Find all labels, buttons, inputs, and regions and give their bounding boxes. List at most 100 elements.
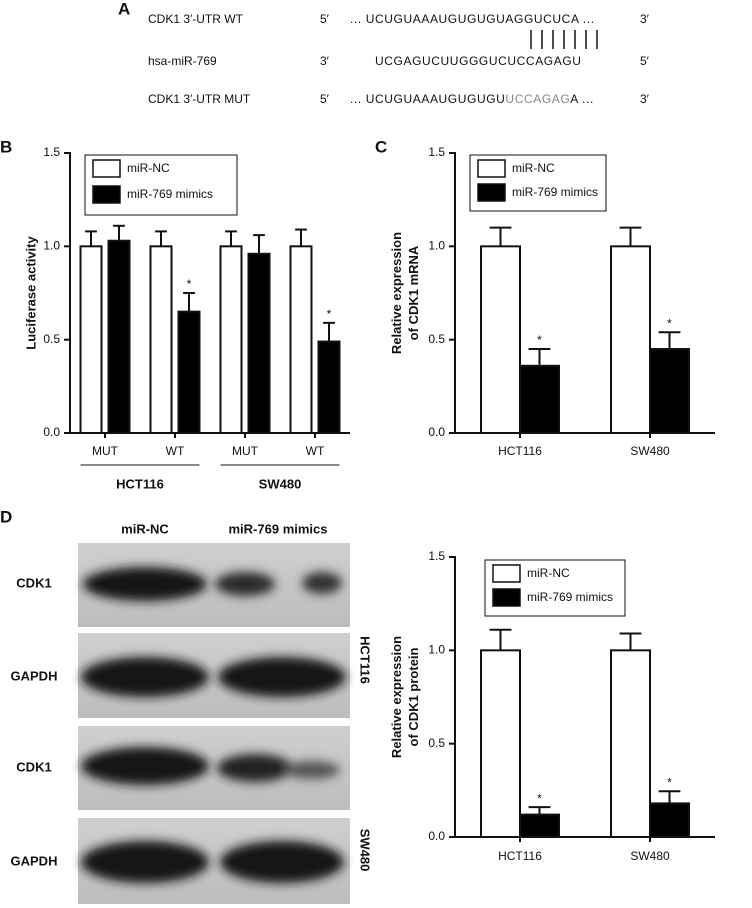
x-tick-label: SW480 <box>630 849 670 863</box>
bar <box>219 245 243 434</box>
bar <box>317 340 341 434</box>
sequence-end: 5′ <box>320 92 330 106</box>
sequence-end: 3′ <box>320 54 330 68</box>
group-label: HCT116 <box>116 476 164 491</box>
column-label: miR-769 mimics <box>229 521 328 536</box>
sequence: ... UCUGUAAAUGUGUGUAGGUCUCA ... <box>350 12 595 26</box>
row-label: GAPDH <box>11 668 58 683</box>
legend-label: miR-769 mimics <box>512 185 598 199</box>
bar <box>79 245 103 434</box>
x-tick-label: MUT <box>92 444 119 458</box>
bar <box>649 348 690 434</box>
cell-line-label: HCT116 <box>358 636 373 684</box>
bar <box>610 245 651 434</box>
significance: * <box>537 791 542 805</box>
legend-swatch <box>477 159 506 178</box>
y-tick-label: 0.5 <box>428 332 445 346</box>
bar <box>149 245 173 434</box>
x-tick-label: MUT <box>232 444 259 458</box>
y-axis-label: Relative expression <box>389 636 404 758</box>
y-tick-label: 1.5 <box>43 145 60 159</box>
significance: * <box>667 316 672 330</box>
legend-swatch <box>492 564 521 583</box>
error-bar <box>155 230 167 247</box>
y-tick-label: 0.0 <box>43 425 60 439</box>
error-bar <box>528 806 551 815</box>
error-bar <box>323 321 335 342</box>
y-axis-label: Relative expression <box>389 232 404 354</box>
significance: * <box>667 775 672 789</box>
y-tick-label: 1.0 <box>428 643 445 657</box>
sequence-name: hsa-miR-769 <box>148 54 217 68</box>
y-tick-label: 1.5 <box>428 549 445 563</box>
error-bar <box>85 230 97 247</box>
sequence-part: UCCAGAG <box>505 92 570 106</box>
x-tick-label: WT <box>166 444 185 458</box>
panel-label: D <box>0 507 12 526</box>
legend-label: miR-NC <box>127 161 170 175</box>
legend-swatch <box>92 185 121 204</box>
legend-swatch <box>477 183 506 202</box>
sequence: UCGAGUCUUGGGUCUCCAGAGU <box>375 54 582 68</box>
cell-line-label: SW480 <box>358 829 373 872</box>
bar <box>610 649 651 838</box>
sequence-part: A ... <box>570 92 594 106</box>
bar <box>519 364 560 434</box>
y-tick-label: 1.0 <box>428 239 445 253</box>
significance: * <box>327 307 332 321</box>
y-tick-label: 0.0 <box>428 425 445 439</box>
significance: * <box>187 277 192 291</box>
sequence: ... UCUGUAAAUGUGUGUUCCAGAGA ... <box>350 92 594 106</box>
y-axis-label: Luciferase activity <box>23 236 38 350</box>
bar <box>649 802 690 839</box>
panel-label: C <box>375 137 387 156</box>
error-bar <box>295 228 307 247</box>
error-bar <box>489 226 512 247</box>
panel-label: A <box>118 0 130 18</box>
error-bar <box>658 331 681 349</box>
y-tick-label: 1.5 <box>428 145 445 159</box>
legend-label: miR-NC <box>512 161 555 175</box>
y-tick-label: 1.0 <box>43 239 60 253</box>
error-bar <box>528 348 551 366</box>
group-label: SW480 <box>259 476 302 491</box>
error-bar <box>619 632 642 651</box>
x-tick-label: HCT116 <box>498 444 542 458</box>
x-tick-label: SW480 <box>630 444 670 458</box>
legend-label: miR-NC <box>527 566 570 580</box>
bar <box>247 252 271 434</box>
bar <box>289 245 313 434</box>
panel-label: B <box>0 137 12 156</box>
error-bar <box>658 790 681 804</box>
y-axis-label: of CDK1 mRNA <box>406 245 421 340</box>
western-blot: D miR-NC miR-769 mimics CDK1 GAPDH CDK1 … <box>0 507 373 904</box>
sequence-part: UCGAGUCUUGGGUCUCCAGAGU <box>375 54 582 68</box>
sequence-end: 3′ <box>640 92 650 106</box>
panel-a: A <box>118 0 598 49</box>
sequence-end: 5′ <box>320 12 330 26</box>
bar <box>107 239 131 434</box>
y-tick-label: 0.0 <box>428 829 445 843</box>
x-tick-label: HCT116 <box>498 849 542 863</box>
row-label: CDK1 <box>16 759 51 774</box>
pairing-lines <box>530 30 598 49</box>
y-axis-label: of CDK1 protein <box>406 647 421 746</box>
column-label: miR-NC <box>121 521 169 536</box>
sequence-name: CDK1 3′-UTR MUT <box>148 92 251 106</box>
legend-swatch <box>92 159 121 178</box>
bar <box>480 649 521 838</box>
error-bar <box>183 292 195 312</box>
x-tick-label: WT <box>306 444 325 458</box>
row-label: CDK1 <box>16 575 51 590</box>
error-bar <box>225 230 237 247</box>
error-bar <box>619 226 642 247</box>
sequence-end: 3′ <box>640 12 650 26</box>
row-label: GAPDH <box>11 853 58 868</box>
significance: * <box>537 333 542 347</box>
y-tick-label: 0.5 <box>428 736 445 750</box>
sequence-part: ... UCUGUAAAUGUGUGU <box>350 92 505 106</box>
sequence-end: 5′ <box>640 54 650 68</box>
bands <box>81 567 346 883</box>
sequence-name: CDK1 3′-UTR WT <box>148 12 244 26</box>
